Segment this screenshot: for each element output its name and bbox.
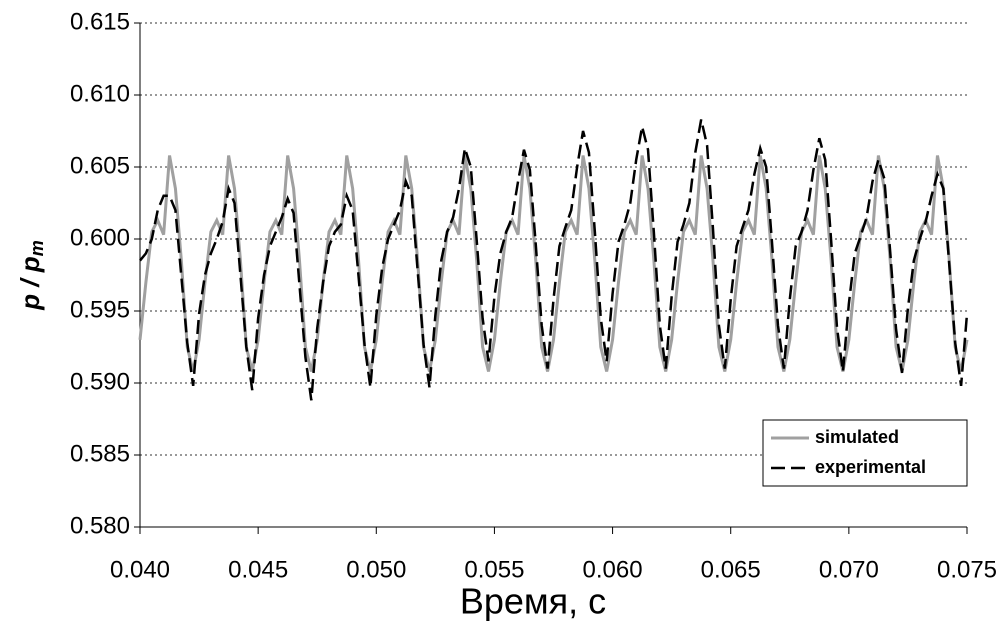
y-tick-label: 0.600: [70, 224, 130, 251]
y-tick-label: 0.590: [70, 368, 130, 395]
series-line: [139, 119, 969, 401]
legend-label: simulated: [815, 427, 899, 447]
x-tick-label: 0.065: [701, 556, 761, 583]
x-tick-label: 0.055: [464, 556, 524, 583]
y-tick-label: 0.585: [70, 440, 130, 467]
y-axis-label-main: p / p: [15, 256, 45, 311]
legend-label: experimental: [815, 457, 926, 477]
x-axis-label: Время, с: [460, 581, 606, 622]
series-line: [138, 155, 969, 372]
y-axis-label: p / pm: [15, 240, 47, 310]
x-tick-label: 0.050: [346, 556, 406, 583]
x-tick-label: 0.070: [819, 556, 879, 583]
x-tick-label: 0.060: [583, 556, 643, 583]
x-tick-label: 0.040: [110, 556, 170, 583]
x-tick-label: 0.075: [937, 556, 997, 583]
y-tick-label: 0.595: [70, 296, 130, 323]
y-tick-label: 0.615: [70, 8, 130, 35]
y-tick-label: 0.610: [70, 80, 130, 107]
y-tick-label: 0.580: [70, 512, 130, 539]
legend-box: [762, 419, 968, 487]
y-axis-label-sub: m: [27, 240, 47, 256]
x-tick-label: 0.045: [228, 556, 288, 583]
y-tick-label: 0.605: [70, 152, 130, 179]
